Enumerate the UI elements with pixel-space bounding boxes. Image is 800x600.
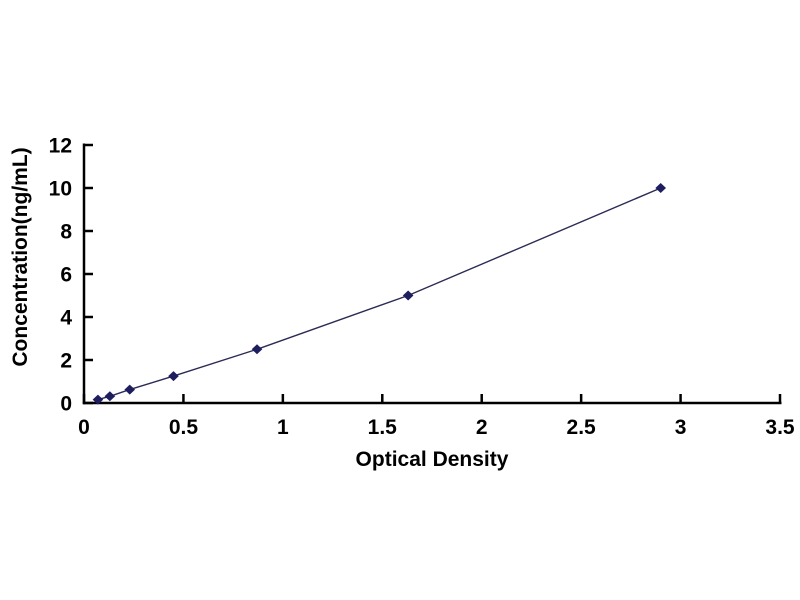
y-axis-tick-labels: 0 2 4 6 8 10 12 xyxy=(49,135,73,416)
y-axis-title: Concentration(ng/mL) xyxy=(9,147,32,366)
y-tick-label: 0 xyxy=(60,393,72,416)
data-point-marker xyxy=(402,290,414,301)
y-tick-label: 4 xyxy=(60,307,72,330)
axes xyxy=(82,143,782,405)
y-axis-ticks xyxy=(84,143,93,405)
data-point-marker xyxy=(251,344,263,355)
x-tick-label: 1.5 xyxy=(368,416,398,439)
data-series xyxy=(92,183,666,405)
data-point-marker xyxy=(168,371,179,382)
series-line xyxy=(97,187,661,401)
data-point-marker xyxy=(124,384,136,395)
x-tick-label: 0.5 xyxy=(169,416,199,439)
x-tick-label: 3 xyxy=(675,416,687,439)
x-tick-label: 2 xyxy=(476,416,488,439)
y-tick-label: 6 xyxy=(60,264,72,287)
x-axis-tick-labels: 0 0.5 1 1.5 2 2.5 3 3.5 xyxy=(78,416,795,439)
x-tick-label: 0 xyxy=(78,416,90,439)
x-tick-label: 3.5 xyxy=(765,416,795,439)
y-tick-label: 12 xyxy=(49,135,72,158)
y-tick-label: 8 xyxy=(60,221,72,244)
data-point-marker xyxy=(104,391,116,402)
x-tick-label: 2.5 xyxy=(567,416,597,439)
y-tick-label: 2 xyxy=(60,350,72,373)
data-point-marker xyxy=(655,183,666,193)
x-axis-title: Optical Density xyxy=(356,448,509,471)
x-tick-label: 1 xyxy=(277,416,289,439)
data-point-marker xyxy=(92,394,104,405)
x-axis-ticks xyxy=(82,394,782,403)
y-tick-label: 10 xyxy=(49,178,72,201)
